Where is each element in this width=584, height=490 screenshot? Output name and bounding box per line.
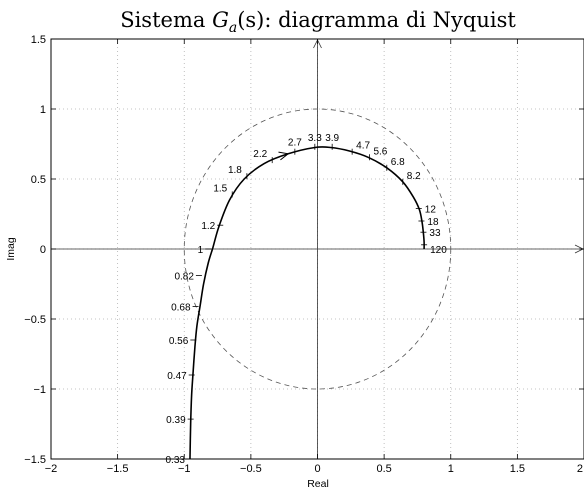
x-tick-label: 0 bbox=[314, 463, 320, 475]
y-tick-label: 0.5 bbox=[31, 174, 46, 186]
x-axis-label: Real bbox=[307, 478, 329, 490]
frequency-label: 120 bbox=[430, 245, 447, 256]
frequency-label: 8.2 bbox=[407, 171, 421, 182]
frequency-label: 0.39 bbox=[166, 415, 186, 426]
x-tick-label: 0.5 bbox=[376, 463, 391, 475]
frequency-label: 18 bbox=[427, 217, 439, 228]
frequency-label: 0.33 bbox=[166, 455, 186, 466]
frequency-label: 0.56 bbox=[169, 336, 189, 347]
axes bbox=[50, 38, 584, 460]
frequency-label: 2.7 bbox=[288, 138, 302, 149]
frequency-label: 0.47 bbox=[167, 371, 187, 382]
title-prefix: Sistema bbox=[120, 8, 212, 32]
title-subscript: a bbox=[229, 20, 237, 36]
frequency-label: 6.8 bbox=[391, 157, 405, 168]
x-tick-labels: −2 −1.5 −1 −0.5 0 0.5 1 1.5 2 bbox=[45, 463, 583, 475]
frequency-label: 0.82 bbox=[174, 272, 194, 283]
y-tick-label: 1 bbox=[40, 104, 46, 116]
frequency-label: 1.5 bbox=[213, 183, 227, 194]
tick-marks bbox=[50, 38, 584, 460]
y-axis-label: Imag bbox=[5, 237, 17, 261]
frequency-label: 3.9 bbox=[325, 133, 339, 144]
y-tick-labels: −1.5 −1 −0.5 0 0.5 1 1.5 bbox=[24, 34, 46, 466]
frequency-label: 5.6 bbox=[373, 146, 387, 157]
frequency-label: 1.8 bbox=[228, 165, 242, 176]
frequency-label: 0.68 bbox=[171, 302, 191, 313]
unit-circle bbox=[183, 108, 452, 390]
x-tick-label: −2 bbox=[45, 463, 58, 475]
x-tick-label: 2 bbox=[577, 463, 583, 475]
unit-circle-dashed bbox=[183, 108, 452, 390]
title-suffix: (s): diagramma di Nyquist bbox=[237, 8, 516, 32]
frequency-label: 33 bbox=[429, 228, 441, 239]
x-tick-label: −1 bbox=[178, 463, 191, 475]
title-G: G bbox=[212, 8, 229, 32]
x-tick-label: −1.5 bbox=[107, 463, 129, 475]
x-tick-label: −0.5 bbox=[240, 463, 262, 475]
y-tick-label: −1.5 bbox=[24, 454, 46, 466]
frequency-label: 1.2 bbox=[201, 221, 215, 232]
y-tick-label: 1.5 bbox=[31, 34, 46, 46]
y-tick-label: −0.5 bbox=[24, 314, 46, 326]
frequency-label: 1 bbox=[198, 245, 204, 256]
x-tick-label: 1.5 bbox=[510, 463, 525, 475]
y-tick-label: −1 bbox=[33, 384, 46, 396]
y-tick-label: 0 bbox=[40, 244, 46, 256]
frequency-label: 4.7 bbox=[356, 141, 370, 152]
frequency-label: 12 bbox=[425, 204, 437, 215]
frequency-label: 2.2 bbox=[253, 149, 267, 160]
frequency-labels: 0.33 0.39 0.47 0.56 0.68 0.82 1 1.2 1.51.8 2.2 2.7… bbox=[166, 133, 448, 466]
frequency-label: 3.3 bbox=[308, 133, 322, 144]
x-tick-label: 1 bbox=[448, 463, 454, 475]
chart-title: Sistema Ga(s): diagramma di Nyquist bbox=[120, 8, 516, 36]
direction-arrow bbox=[278, 151, 290, 161]
